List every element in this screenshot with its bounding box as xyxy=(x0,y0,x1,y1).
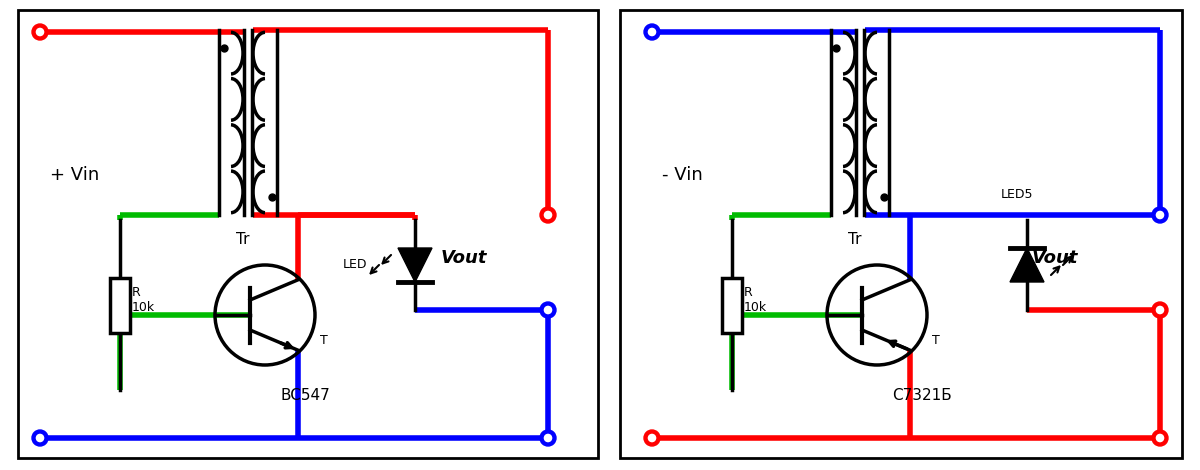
Text: LED5: LED5 xyxy=(1001,188,1033,202)
Text: Tr: Tr xyxy=(236,233,250,248)
Circle shape xyxy=(32,430,48,446)
Circle shape xyxy=(36,28,43,36)
Circle shape xyxy=(1157,306,1164,313)
Circle shape xyxy=(540,207,556,223)
Circle shape xyxy=(540,302,556,318)
Circle shape xyxy=(1157,434,1164,442)
Text: С7321Б: С7321Б xyxy=(892,387,952,402)
Circle shape xyxy=(644,430,660,446)
Circle shape xyxy=(36,434,43,442)
Text: R
10k: R 10k xyxy=(744,286,767,314)
Text: + Vin: + Vin xyxy=(50,166,100,184)
Text: Vout: Vout xyxy=(442,249,487,267)
Circle shape xyxy=(648,28,655,36)
Circle shape xyxy=(1157,212,1164,219)
Text: LED: LED xyxy=(342,258,367,272)
Bar xyxy=(18,10,598,458)
Text: BC547: BC547 xyxy=(280,387,330,402)
Circle shape xyxy=(540,430,556,446)
Circle shape xyxy=(32,24,48,40)
Circle shape xyxy=(1152,302,1168,318)
Text: Tr: Tr xyxy=(848,233,862,248)
Polygon shape xyxy=(1010,248,1044,282)
Circle shape xyxy=(545,434,552,442)
Circle shape xyxy=(1152,430,1168,446)
Text: R
10k: R 10k xyxy=(132,286,155,314)
Bar xyxy=(722,277,742,332)
Circle shape xyxy=(1152,207,1168,223)
Text: T: T xyxy=(932,334,940,346)
Circle shape xyxy=(644,24,660,40)
Circle shape xyxy=(545,212,552,219)
Bar xyxy=(620,10,1182,458)
Bar xyxy=(110,277,130,332)
Circle shape xyxy=(648,434,655,442)
Text: Vout: Vout xyxy=(1032,249,1079,267)
Circle shape xyxy=(545,306,552,313)
Text: T: T xyxy=(320,334,328,346)
Text: - Vin: - Vin xyxy=(662,166,703,184)
Polygon shape xyxy=(398,248,432,282)
